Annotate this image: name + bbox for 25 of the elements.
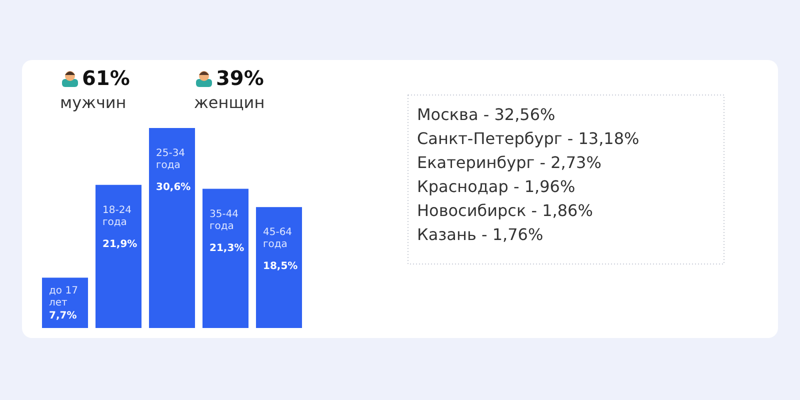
- text: Новосибирск - 1,86%: [417, 201, 593, 220]
- data-label: 21,9%: [102, 238, 138, 250]
- x-tick-label: 25-34 года: [156, 148, 186, 171]
- text: Екатеринбург - 2,73%: [417, 153, 602, 172]
- text: 39%: [216, 66, 264, 90]
- text: Краснодар - 1,96%: [417, 177, 576, 196]
- text: женщин: [194, 93, 265, 112]
- bar: [42, 278, 88, 328]
- bar: [202, 188, 248, 328]
- bar: [148, 128, 196, 328]
- data-label: 30,6%: [156, 182, 191, 193]
- bar: [96, 184, 142, 328]
- data-label: 7,7%: [49, 310, 77, 322]
- text: Казань - 1,76%: [417, 225, 544, 244]
- x-tick-label: 18-24 года: [102, 204, 132, 228]
- x-tick-label: 45-64 года: [262, 227, 292, 250]
- bar: [256, 207, 302, 328]
- text: Москва - 32,56%: [417, 105, 556, 124]
- text: 61%: [82, 66, 130, 90]
- x-tick-label: до 17 лет: [49, 286, 78, 309]
- data-label: 21,3%: [209, 242, 244, 254]
- text: Санкт-Петербург - 13,18%: [417, 129, 640, 148]
- x-tick-label: 35-44 года: [209, 208, 239, 232]
- data-label: 18,5%: [262, 261, 298, 272]
- text: мужчин: [60, 93, 126, 112]
